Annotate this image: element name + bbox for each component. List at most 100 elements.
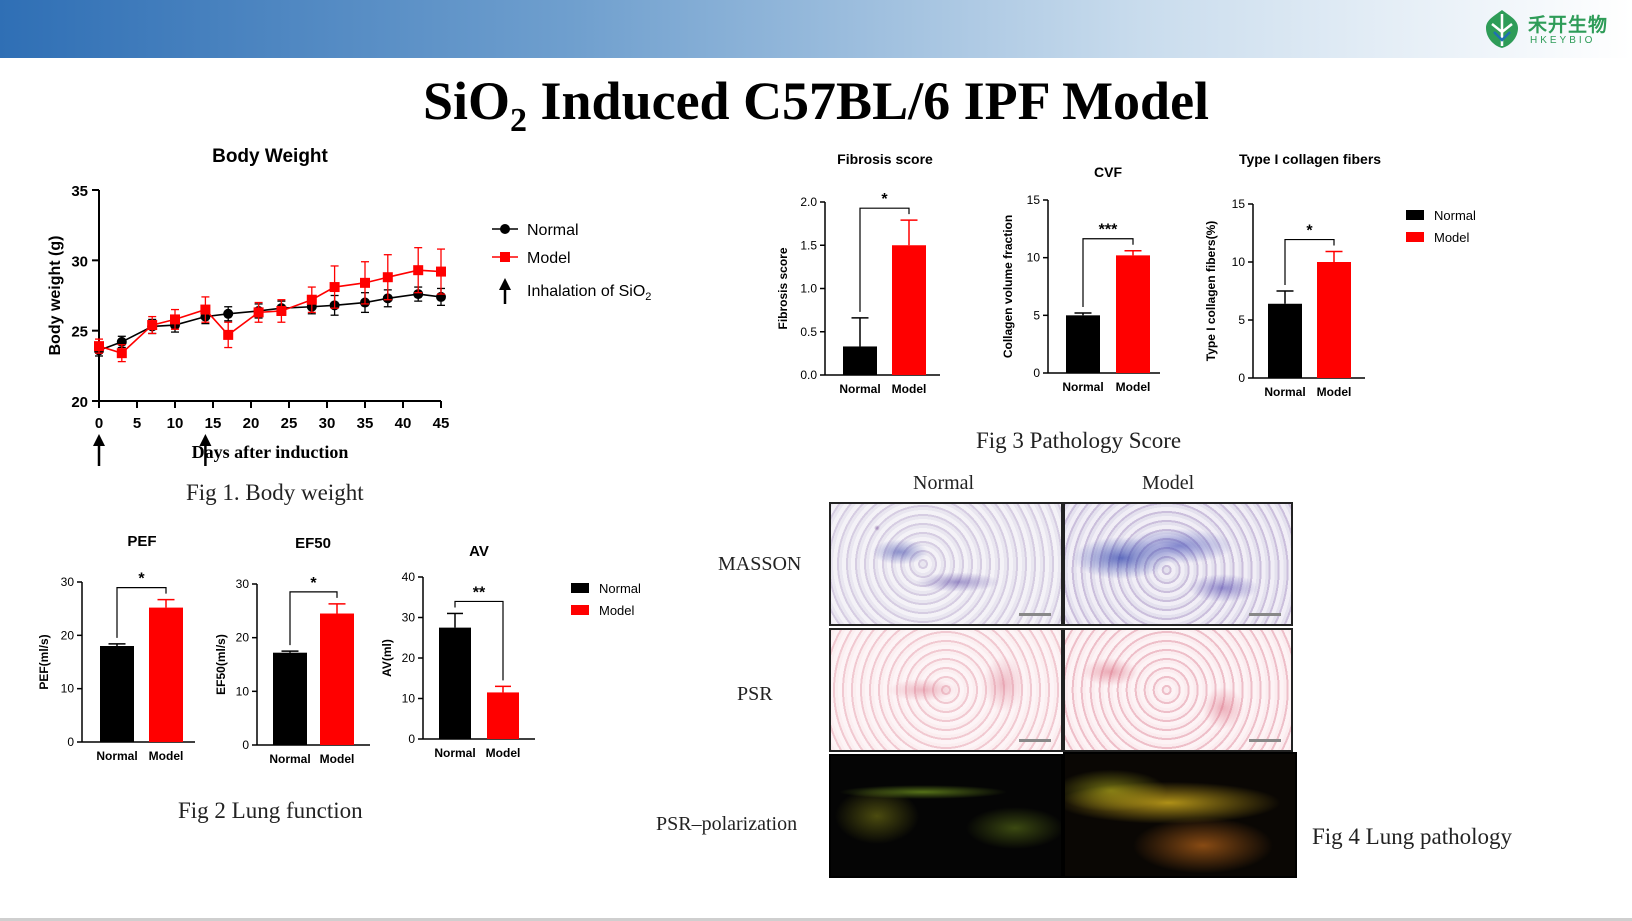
chart-title: Type I collagen fibers — [1239, 151, 1381, 167]
y-tick-label: 30 — [236, 577, 250, 591]
data-point — [253, 307, 264, 318]
title-text-rest: Induced C57BL/6 IPF Model — [526, 71, 1210, 131]
y-tick-label: 10 — [1232, 255, 1246, 269]
bar — [1066, 315, 1100, 373]
leaf-icon — [1486, 10, 1518, 48]
page-title: SiO2 Induced C57BL/6 IPF Model — [0, 70, 1632, 140]
x-tick-label: 25 — [281, 415, 298, 432]
significance-bracket — [116, 587, 167, 638]
legend-label: Normal — [1434, 208, 1476, 223]
induction-arrow-head — [93, 434, 105, 446]
masson-normal-image — [829, 502, 1063, 626]
data-point — [200, 304, 211, 315]
pathology-col-model: Model — [1142, 472, 1195, 494]
bar — [843, 346, 877, 375]
data-point — [94, 341, 104, 352]
polarization-model-image — [1063, 752, 1297, 878]
significance-bracket — [1082, 238, 1134, 308]
legend-normal-label: Normal — [527, 222, 579, 239]
bar — [273, 652, 307, 745]
y-tick-label: 30 — [71, 253, 88, 270]
psr-normal-image — [829, 628, 1063, 752]
significance-marker: ** — [473, 584, 486, 601]
x-tick-label: Normal — [269, 752, 310, 766]
legend-model-marker — [500, 252, 510, 262]
data-point — [223, 308, 234, 319]
bar — [320, 613, 354, 745]
y-tick-label: 0 — [242, 738, 249, 752]
pef-chart: PEF 0 10 20 30 PEF(ml/s) Normal Model * — [37, 533, 195, 763]
pathology-row-masson: MASSON — [718, 553, 802, 575]
bar — [1116, 255, 1150, 373]
x-tick-label: Normal — [839, 382, 880, 396]
x-tick-label: 0 — [95, 415, 103, 432]
x-tick-label: Model — [1317, 385, 1352, 399]
x-tick-label: Model — [149, 749, 184, 763]
x-tick-label: 30 — [319, 415, 336, 432]
title-subscript: 2 — [509, 101, 527, 139]
series-line — [98, 269, 442, 355]
ef50-chart: EF50 0 10 20 30 EF50(ml/s) Normal Model * — [214, 535, 370, 766]
significance-bracket — [289, 591, 338, 646]
fig3-legend: Normal Model — [1406, 208, 1476, 245]
data-point — [116, 348, 127, 359]
bar — [100, 646, 134, 742]
fig1-caption: Fig 1. Body weight — [186, 480, 364, 505]
legend-swatch — [571, 583, 589, 593]
y-tick-label: 25 — [71, 324, 88, 341]
significance-marker: * — [310, 575, 317, 592]
x-tick-label: Normal — [1062, 380, 1103, 394]
av-chart: AV 0 10 20 30 40 AV(ml) Normal Model ** — [380, 543, 535, 760]
bar — [149, 607, 183, 742]
header-bar — [0, 0, 1632, 58]
data-point — [306, 294, 317, 305]
legend-model-label: Model — [527, 250, 571, 267]
y-tick-label: 0 — [1033, 366, 1040, 380]
masson-model-image — [1063, 502, 1293, 626]
data-point — [413, 265, 424, 276]
significance-marker: * — [1306, 223, 1313, 240]
y-tick-label: 35 — [71, 183, 88, 200]
x-tick-label: Model — [1116, 380, 1151, 394]
x-tick-label: 20 — [243, 415, 260, 432]
legend-normal-marker — [500, 224, 510, 234]
fibrosis-score-chart: Fibrosis score 0.0 0.5 1.0 1.5 2.0 Fibrosis sc… — [776, 151, 940, 396]
y-tick-label: 10 — [236, 684, 250, 698]
bar — [1317, 262, 1351, 378]
collagen-chart: Type I collagen fibers 0 5 10 15 Type I colla… — [1204, 151, 1381, 399]
x-tick-label: Model — [320, 752, 355, 766]
significance-marker: * — [138, 571, 145, 588]
legend-label: Model — [1434, 230, 1470, 245]
significance-marker: * — [881, 191, 888, 208]
y-tick-label: 10 — [402, 692, 416, 706]
significance-marker: *** — [1099, 222, 1118, 239]
significance-bracket — [1284, 238, 1335, 285]
polarization-normal-image — [829, 754, 1063, 878]
y-tick-label: 0.5 — [800, 325, 817, 339]
pathology-row-psr: PSR — [737, 683, 773, 705]
y-axis-label: EF50(ml/s) — [214, 634, 228, 695]
bar — [1268, 303, 1302, 378]
legend-arrow-head — [499, 278, 511, 290]
psr-model-image — [1063, 628, 1293, 752]
fig4-caption: Fig 4 Lung pathology — [1312, 824, 1512, 849]
y-tick-label: 5 — [1033, 308, 1040, 322]
y-tick-label: 30 — [61, 575, 75, 589]
body-weight-chart: Body Weight 20 25 30 35 0 5 10 15 20 25 30 35 40 45 Bod… — [47, 146, 651, 466]
scale-bar — [1019, 739, 1051, 742]
logo-subtext: HKEYBIO — [1530, 35, 1596, 46]
cvf-chart: CVF 0 5 10 15 Collagen volume fraction Normal M… — [1001, 164, 1160, 394]
fig2-legend: Normal Model — [571, 581, 641, 618]
chart-title: AV — [469, 543, 489, 560]
y-tick-label: 5 — [1238, 313, 1245, 327]
y-tick-label: 15 — [1027, 193, 1041, 207]
chart-title: Fibrosis score — [837, 151, 933, 167]
x-tick-label: 35 — [357, 415, 374, 432]
y-tick-label: 0 — [408, 732, 415, 746]
x-tick-label: Normal — [1264, 385, 1305, 399]
chart-title: PEF — [127, 533, 156, 550]
fig3-caption: Fig 3 Pathology Score — [976, 428, 1182, 453]
pathology-row-psr-polarization: PSR–polarization — [656, 813, 798, 835]
legend-swatch — [1406, 210, 1424, 220]
induction-arrow-head — [199, 434, 212, 446]
